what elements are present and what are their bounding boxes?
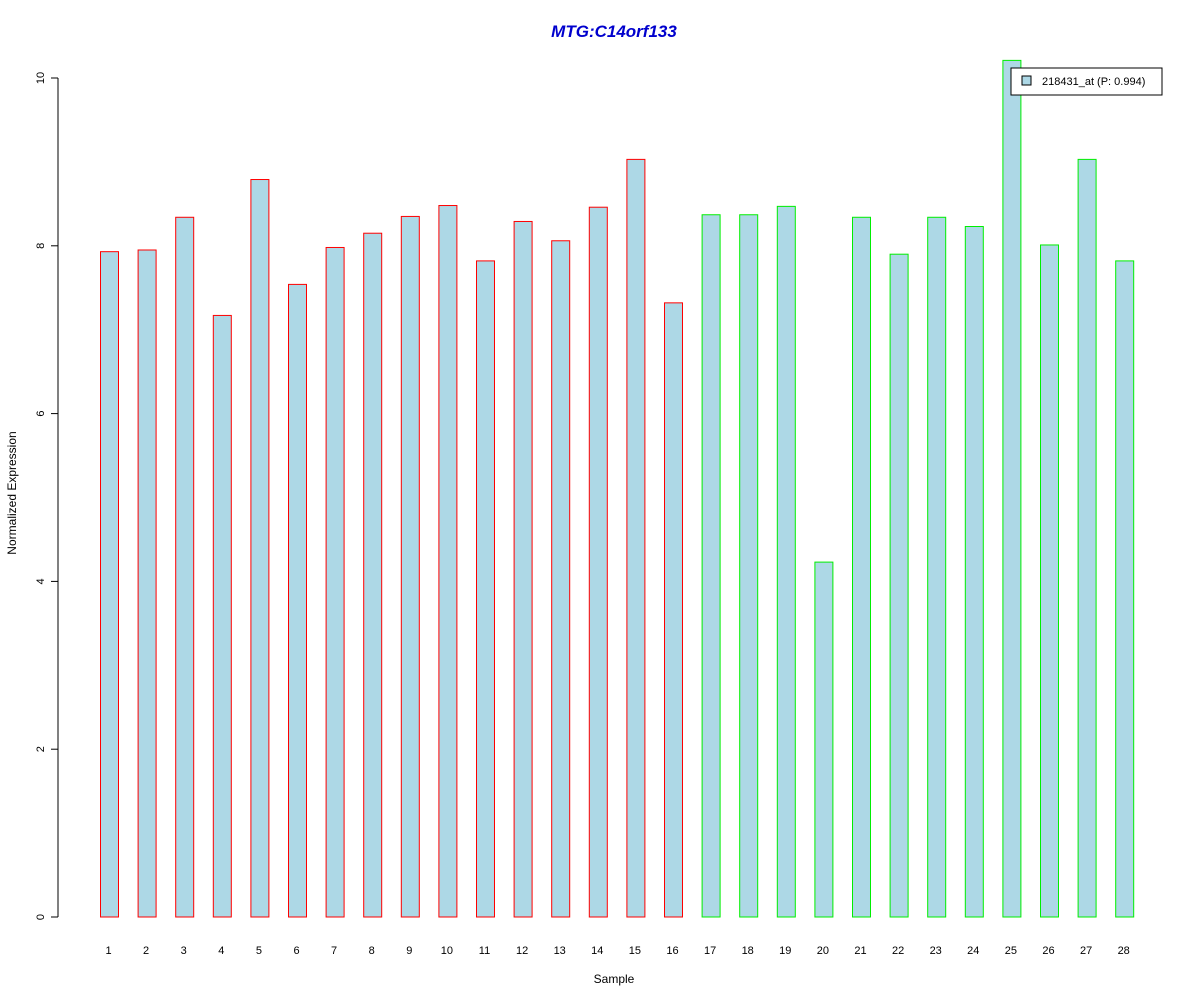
x-tick-label: 9 — [406, 945, 412, 957]
legend: 218431_at (P: 0.994) — [1010, 67, 1163, 96]
bar-sample-20 — [814, 561, 834, 918]
x-tick-label: 6 — [293, 945, 299, 957]
x-tick-label: 28 — [1118, 945, 1130, 957]
x-tick-label: 21 — [854, 945, 866, 957]
x-tick-label: 20 — [817, 945, 829, 957]
x-tick-label: 5 — [256, 945, 262, 957]
x-tick-labels: 1 2 3 4 5 6 7 8 9 10 11 12 13 14 15 16 17 18 19 20 21 22 23 24 2… — [105, 945, 1129, 957]
x-tick-label: 17 — [704, 945, 716, 957]
bar-sample-18 — [739, 214, 759, 918]
x-tick-label: 13 — [554, 945, 566, 957]
x-tick-label: 16 — [666, 945, 678, 957]
bar-sample-3 — [175, 216, 195, 918]
y-tick-label: 4 — [35, 578, 47, 584]
bar-sample-24 — [964, 226, 984, 918]
bar-sample-13 — [551, 240, 571, 918]
x-tick-label: 24 — [967, 945, 979, 957]
bar-sample-19 — [776, 205, 796, 918]
x-tick-label: 14 — [591, 945, 603, 957]
bar-sample-9 — [400, 215, 420, 918]
bar-sample-6 — [288, 283, 307, 918]
bar-sample-12 — [513, 220, 533, 918]
x-tick-label: 27 — [1080, 945, 1092, 957]
bar-sample-16 — [664, 302, 683, 918]
y-tick-label: 6 — [35, 411, 47, 417]
bar-sample-10 — [438, 205, 458, 918]
legend-label: 218431_at (P: 0.994) — [1042, 76, 1145, 88]
x-tick-label: 15 — [629, 945, 641, 957]
bar-sample-23 — [927, 216, 947, 918]
legend-box — [1010, 67, 1163, 96]
x-tick-label: 12 — [516, 945, 528, 957]
x-axis-label: Sample — [594, 972, 635, 986]
bar-sample-7 — [325, 246, 345, 918]
x-tick-label: 2 — [143, 945, 149, 957]
bar-sample-17 — [701, 214, 721, 918]
x-tick-label: 7 — [331, 945, 337, 957]
x-tick-label: 23 — [930, 945, 942, 957]
x-tick-label: 1 — [105, 945, 111, 957]
x-tick-label: 8 — [369, 945, 375, 957]
bar-sample-27 — [1077, 158, 1097, 918]
bar-sample-14 — [588, 206, 608, 918]
bar-sample-11 — [476, 260, 495, 918]
x-tick-label: 22 — [892, 945, 904, 957]
y-tick-label: 0 — [35, 914, 47, 920]
bars — [100, 59, 1135, 918]
bar-sample-1 — [100, 251, 119, 918]
y-tick-label: 2 — [35, 746, 47, 752]
y-axis: 0 2 4 6 8 10 — [35, 72, 59, 920]
legend-swatch — [1021, 75, 1032, 86]
x-tick-label: 3 — [181, 945, 187, 957]
x-tick-label: 25 — [1005, 945, 1017, 957]
x-tick-label: 10 — [441, 945, 453, 957]
y-tick-label: 10 — [35, 72, 47, 84]
bar-sample-2 — [137, 249, 157, 918]
bar-sample-21 — [852, 216, 871, 918]
bar-sample-4 — [212, 314, 232, 918]
bar-sample-28 — [1115, 260, 1135, 918]
bar-sample-26 — [1040, 244, 1059, 918]
bar-sample-25 — [1002, 59, 1022, 918]
y-axis-label: Normalized Expression — [5, 431, 19, 554]
chart-title: MTG:C14orf133 — [551, 22, 677, 41]
x-tick-label: 26 — [1042, 945, 1054, 957]
bar-sample-8 — [363, 232, 383, 918]
y-tick-label: 8 — [35, 243, 47, 249]
bar-sample-5 — [250, 179, 270, 918]
x-tick-label: 11 — [479, 945, 490, 957]
x-tick-label: 19 — [779, 945, 791, 957]
bar-sample-22 — [889, 253, 909, 918]
x-tick-label: 18 — [742, 945, 754, 957]
x-tick-label: 4 — [218, 945, 224, 957]
bar-sample-15 — [626, 158, 646, 918]
